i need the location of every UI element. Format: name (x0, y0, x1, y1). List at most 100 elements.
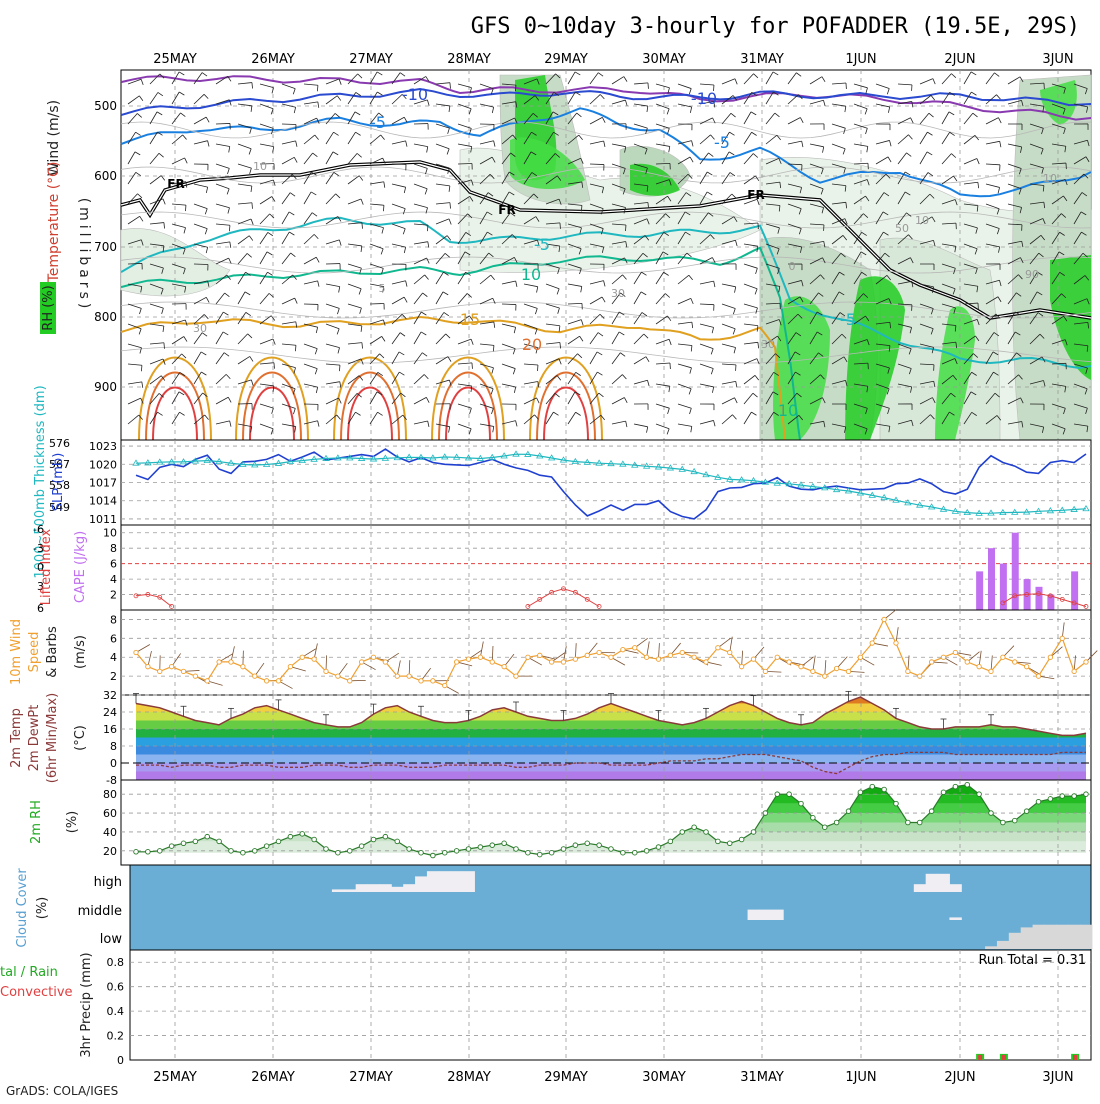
rh-marker (181, 841, 186, 846)
rh-marker (644, 849, 649, 854)
wind-speed-marker (775, 655, 779, 659)
contour-label: 50 (895, 222, 909, 235)
temp-band (136, 755, 1086, 764)
contour-label: 10 (253, 160, 267, 173)
rh-marker (146, 849, 151, 854)
wind-speed-marker (371, 655, 375, 659)
wind-barb-flag (252, 203, 253, 209)
wind-speed-marker (965, 660, 969, 664)
rh-marker (882, 787, 887, 792)
cape-tick: 6 (110, 558, 117, 571)
temp-tick: 0 (110, 757, 117, 770)
cloud-cell (427, 871, 439, 892)
slp-tick: 1017 (89, 477, 117, 490)
wind-speed-marker (787, 660, 791, 664)
wind-speed-marker (526, 655, 530, 659)
wind-speed-marker (1001, 655, 1005, 659)
cloud-cell (463, 871, 475, 892)
wind-tick: 8 (110, 613, 117, 626)
bottom-date-label: 25MAY (153, 1070, 197, 1085)
rh-marker (442, 850, 447, 855)
slp-tick: 1020 (89, 458, 117, 471)
rh-marker (336, 850, 341, 855)
precip-convective-bar (1002, 1055, 1006, 1060)
wind-speed-marker (514, 674, 518, 678)
rh-tick: 20 (103, 845, 117, 858)
top-date-label: 1JUN (845, 52, 876, 67)
rh-marker (1048, 797, 1053, 802)
rh-marker (609, 847, 614, 852)
wind-speed-marker (858, 655, 862, 659)
wind-barb-flag (362, 223, 363, 229)
cloud-cell (415, 876, 427, 892)
wind-speed-marker (799, 664, 803, 668)
cloud-cell (451, 871, 463, 892)
top-date-label: 25MAY (153, 52, 197, 67)
wind-label-b: Speed (27, 632, 42, 673)
wind-speed-marker (229, 660, 233, 664)
top-date-label: 2JUN (944, 52, 975, 67)
cloud-cell (1068, 925, 1080, 949)
rh-marker (811, 815, 816, 820)
wind-speed-marker (609, 655, 613, 659)
rh-marker (371, 837, 376, 842)
cloud-cell (949, 917, 961, 920)
wind-speed-marker (383, 660, 387, 664)
precip-tick: 0.2 (107, 1030, 125, 1043)
temp-label-c: (6hr Min/Max) (45, 693, 60, 783)
top-date-label: 29MAY (544, 52, 588, 67)
rh-marker (324, 847, 329, 852)
rh-marker (917, 820, 922, 825)
pressure-tick-label: 800 (94, 310, 117, 324)
rh-marker (632, 850, 637, 855)
wind-speed-marker (929, 660, 933, 664)
pressure-tick-label: 500 (94, 99, 117, 113)
cloud-cell (1009, 933, 1021, 949)
rh-marker (906, 820, 911, 825)
wind-speed-marker (692, 655, 696, 659)
temp-unit: (°C) (73, 725, 88, 751)
rh-marker (953, 784, 958, 789)
rh-marker (264, 844, 269, 849)
pressure-tick-label: 700 (94, 240, 117, 254)
wind-speed-marker (312, 657, 316, 661)
wind-speed-marker (359, 660, 363, 664)
wind-speed-marker (1048, 655, 1052, 659)
rh-marker (347, 849, 352, 854)
rh-marker (205, 834, 210, 839)
wind-barb-flag (274, 363, 275, 369)
cloud-cell (997, 941, 1009, 949)
cape-tick: 8 (110, 542, 117, 555)
wind-speed-marker (763, 669, 767, 673)
temp-band (136, 738, 1086, 747)
wind-barb-flag (295, 345, 296, 351)
cape-left-label: Lifted Index (39, 528, 54, 605)
wind-speed-marker (1060, 636, 1064, 640)
temp-tick: 8 (110, 740, 117, 753)
contour-label: 30 (193, 322, 207, 335)
wind-barb (128, 263, 142, 264)
ylabel-temp: Temperature (°C) (46, 162, 62, 284)
bottom-date-label: 2JUN (944, 1070, 975, 1085)
temp-tick: -8 (106, 774, 117, 787)
wind-speed-marker (823, 674, 827, 678)
rh-marker (478, 845, 483, 850)
wind-speed-marker (846, 669, 850, 673)
rh-marker (822, 825, 827, 830)
rh-marker (929, 809, 934, 814)
precip-tick: 0.4 (107, 1005, 125, 1018)
rh-marker (241, 850, 246, 855)
pressure-tick-label: 600 (94, 169, 117, 183)
wind-speed-marker (264, 679, 268, 683)
rh-marker (870, 784, 875, 789)
cloud-cell (1056, 925, 1068, 949)
contour-label: -10 (691, 89, 717, 108)
wind-speed-marker (739, 664, 743, 668)
cape-tick: 2 (110, 589, 117, 602)
slp-right-label: SLP (mb) (51, 453, 66, 512)
wind-speed-marker (300, 655, 304, 659)
wind-label-a: 10m Wind (9, 619, 24, 685)
